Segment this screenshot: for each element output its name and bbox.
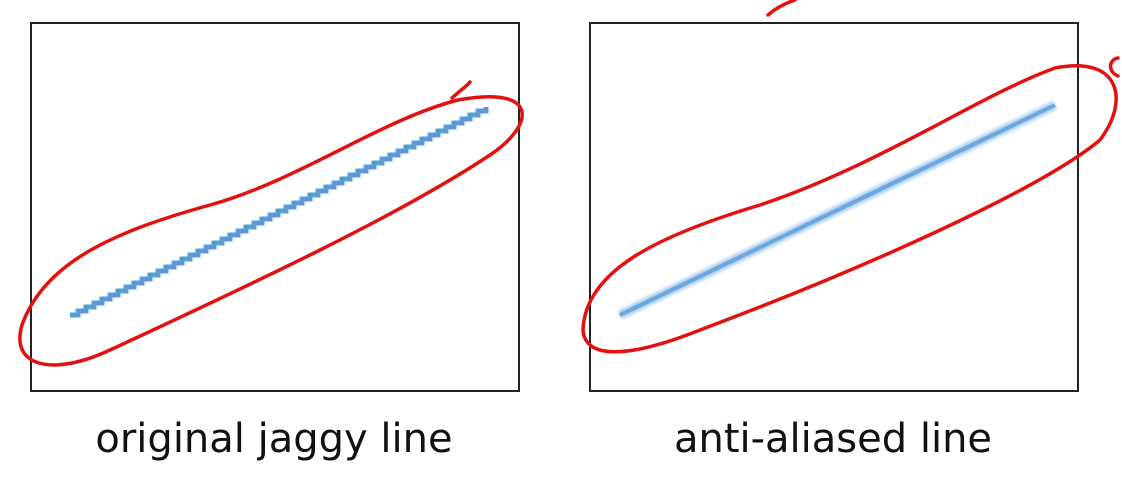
- annotation-loop: [581, 64, 1118, 354]
- annotation-stroke: [766, 0, 797, 17]
- caption: original jaggy line: [95, 416, 452, 462]
- jaggy-line: [70, 107, 489, 318]
- antialiased-line: [619, 103, 1056, 317]
- antialiased-panel: anti-aliased line: [589, 22, 1079, 462]
- caption: anti-aliased line: [674, 416, 992, 462]
- annotation-stroke: [1108, 56, 1120, 78]
- jaggy-panel: original jaggy line: [30, 22, 520, 462]
- annotation-stroke: [450, 80, 472, 100]
- annotation-loop: [18, 95, 524, 367]
- panel-frame: [30, 22, 520, 392]
